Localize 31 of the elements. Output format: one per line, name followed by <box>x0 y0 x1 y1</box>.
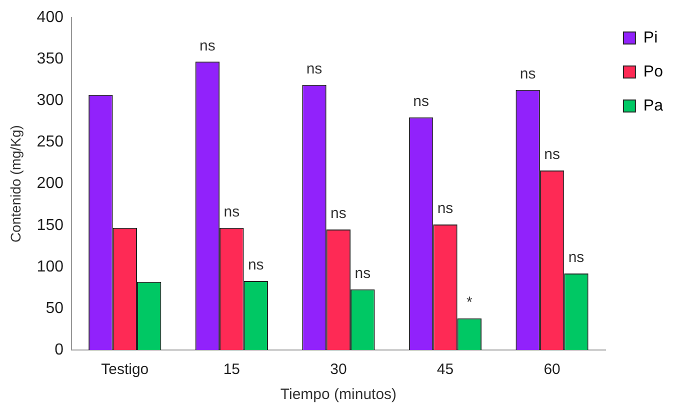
data-label: ns <box>224 203 240 220</box>
legend-label: Pi <box>643 29 658 46</box>
y-tick-label: 350 <box>36 50 64 68</box>
legend-label: Pa <box>643 97 664 114</box>
data-label: ns <box>330 205 346 222</box>
data-label: * <box>466 294 473 312</box>
x-axis-title: Tiempo (minutos) <box>280 386 397 404</box>
y-tick-label: 150 <box>36 216 64 234</box>
data-label: ns <box>413 92 429 110</box>
data-label: ns <box>520 66 536 83</box>
legend-label: Po <box>643 63 664 80</box>
x-tick-label: 30 <box>330 361 347 378</box>
x-tick-label: Testigo <box>101 361 149 378</box>
data-label: ns <box>248 256 264 274</box>
y-tick-label: 400 <box>36 9 64 26</box>
x-tick-label: 60 <box>544 361 560 378</box>
y-tick-label: 100 <box>36 258 64 276</box>
y-tick-label: 0 <box>54 341 64 358</box>
y-tick-label: 200 <box>36 175 64 192</box>
y-tick-label: 300 <box>36 92 64 110</box>
y-tick-label: 250 <box>36 134 64 151</box>
data-label: ns <box>437 200 454 218</box>
data-label: ns <box>544 146 560 164</box>
x-tick-label: 15 <box>223 361 240 378</box>
data-label: ns <box>200 37 216 54</box>
data-label: ns <box>568 249 584 266</box>
y-axis-title: Contenido (mg/Kg) <box>7 125 24 243</box>
x-tick-label: 45 <box>436 361 454 378</box>
y-tick-label: 50 <box>46 300 64 317</box>
data-label: ns <box>354 264 371 282</box>
data-label: ns <box>306 60 322 78</box>
